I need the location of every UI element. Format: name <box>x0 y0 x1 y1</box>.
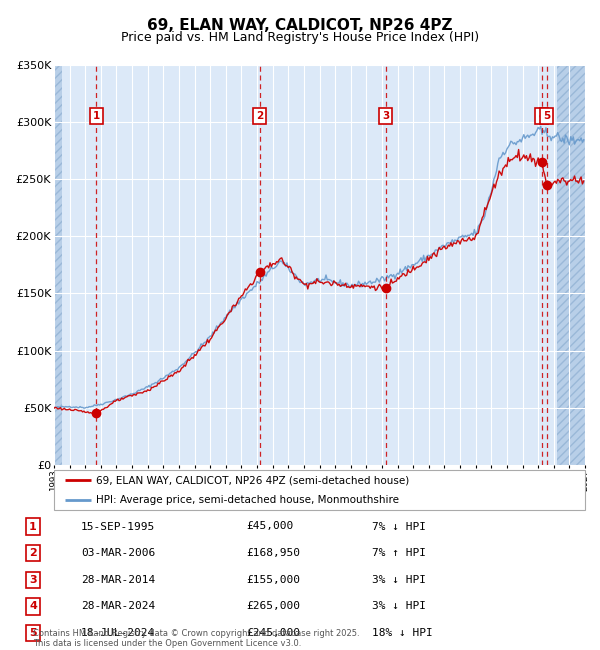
Text: 2: 2 <box>256 111 263 122</box>
Bar <box>54 65 62 465</box>
Text: £265,000: £265,000 <box>246 601 300 612</box>
Text: 3: 3 <box>29 575 37 585</box>
Text: 15-SEP-1995: 15-SEP-1995 <box>81 521 155 532</box>
Text: Price paid vs. HM Land Registry's House Price Index (HPI): Price paid vs. HM Land Registry's House … <box>121 31 479 44</box>
Text: HPI: Average price, semi-detached house, Monmouthshire: HPI: Average price, semi-detached house,… <box>97 495 400 505</box>
Text: Contains HM Land Registry data © Crown copyright and database right 2025.
This d: Contains HM Land Registry data © Crown c… <box>33 629 359 648</box>
Text: 3% ↓ HPI: 3% ↓ HPI <box>372 575 426 585</box>
Text: 28-MAR-2014: 28-MAR-2014 <box>81 575 155 585</box>
Text: 4: 4 <box>29 601 37 612</box>
Text: £245,000: £245,000 <box>246 628 300 638</box>
Text: 7% ↓ HPI: 7% ↓ HPI <box>372 521 426 532</box>
Text: 18-JUL-2024: 18-JUL-2024 <box>81 628 155 638</box>
Text: 1: 1 <box>29 521 37 532</box>
Text: 1: 1 <box>92 111 100 122</box>
Text: £168,950: £168,950 <box>246 548 300 558</box>
Text: 3: 3 <box>382 111 389 122</box>
FancyBboxPatch shape <box>54 470 585 510</box>
Text: £45,000: £45,000 <box>246 521 293 532</box>
Text: 5: 5 <box>543 111 550 122</box>
Text: 03-MAR-2006: 03-MAR-2006 <box>81 548 155 558</box>
Text: 69, ELAN WAY, CALDICOT, NP26 4PZ: 69, ELAN WAY, CALDICOT, NP26 4PZ <box>147 18 453 33</box>
Text: 7% ↑ HPI: 7% ↑ HPI <box>372 548 426 558</box>
Bar <box>557 65 585 465</box>
Text: 2: 2 <box>29 548 37 558</box>
Text: 69, ELAN WAY, CALDICOT, NP26 4PZ (semi-detached house): 69, ELAN WAY, CALDICOT, NP26 4PZ (semi-d… <box>97 475 410 486</box>
Text: 28-MAR-2024: 28-MAR-2024 <box>81 601 155 612</box>
Text: 3% ↓ HPI: 3% ↓ HPI <box>372 601 426 612</box>
Text: £155,000: £155,000 <box>246 575 300 585</box>
Text: 4: 4 <box>538 111 545 122</box>
Text: 18% ↓ HPI: 18% ↓ HPI <box>372 628 433 638</box>
Text: 5: 5 <box>29 628 37 638</box>
